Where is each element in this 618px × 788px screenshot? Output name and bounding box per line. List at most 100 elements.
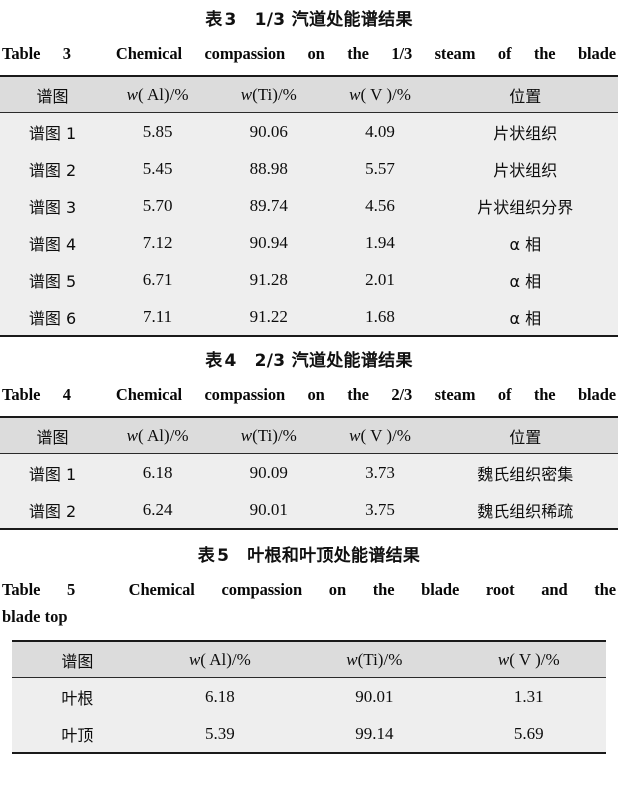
- cell-position: 片状组织分界: [432, 187, 618, 224]
- table-row: 谱图 1 6.18 90.09 3.73 魏氏组织密集: [0, 453, 618, 491]
- table-3-caption-cn-num: 3: [224, 10, 237, 30]
- cell-v: 5.57: [327, 150, 433, 187]
- table-5-caption-cn: 表 5 叶根和叶顶处能谱结果: [0, 542, 618, 570]
- table-5-body: 叶根 6.18 90.01 1.31 叶顶 5.39 99.14 5.69: [12, 677, 606, 754]
- spacer: [0, 630, 618, 640]
- table-3-col-ti: w(Ti)/%: [210, 75, 328, 113]
- cell-spectrum: 谱图 3: [0, 187, 106, 224]
- table-5-col-spectrum: 谱图: [12, 640, 143, 678]
- table-3-col-v: w( V )/%: [327, 75, 433, 113]
- cell-al: 7.11: [105, 298, 211, 337]
- cell-position: α 相: [432, 298, 618, 337]
- table-3-col-al: w( Al)/%: [105, 75, 211, 113]
- cell-position: α 相: [432, 224, 618, 261]
- table-4-header-row: 谱图 w( Al)/% w(Ti)/% w( V )/% 位置: [0, 416, 618, 454]
- table-4-col-spectrum: 谱图: [0, 416, 106, 454]
- table-row: 谱图 2 5.45 88.98 5.57 片状组织: [0, 150, 618, 187]
- cell-v: 2.01: [327, 261, 433, 298]
- cell-ti: 88.98: [210, 150, 328, 187]
- cell-location: 叶顶: [12, 715, 143, 754]
- table-4-col-ti: w(Ti)/%: [210, 416, 328, 454]
- table-5-col-al: w( Al)/%: [142, 640, 298, 678]
- cell-al: 7.12: [105, 224, 211, 261]
- table-3-col-position: 位置: [432, 75, 618, 113]
- table-3-caption-en-label: Table 3: [2, 44, 71, 63]
- table-3-caption-cn: 表 3 1/3 汽道处能谱结果: [0, 6, 618, 34]
- cell-v: 3.73: [327, 453, 433, 491]
- cell-position: 片状组织: [432, 112, 618, 150]
- table-4-col-position: 位置: [432, 416, 618, 454]
- cell-location: 叶根: [12, 677, 143, 715]
- cell-v: 1.94: [327, 224, 433, 261]
- cell-ti: 90.01: [210, 491, 328, 530]
- spacer: [0, 337, 618, 347]
- table-row: 谱图 5 6.71 91.28 2.01 α 相: [0, 261, 618, 298]
- cell-v: 4.09: [327, 112, 433, 150]
- table-row: 谱图 6 7.11 91.22 1.68 α 相: [0, 298, 618, 337]
- cell-spectrum: 谱图 1: [0, 453, 106, 491]
- table-4-caption-cn-prefix: 表: [205, 351, 223, 371]
- cell-position: 魏氏组织密集: [432, 453, 618, 491]
- table-row: 谱图 1 5.85 90.06 4.09 片状组织: [0, 112, 618, 150]
- table-5-caption-cn-text: 叶根和叶顶处能谱结果: [247, 546, 421, 566]
- table-4: 谱图 w( Al)/% w(Ti)/% w( V )/% 位置 谱图 1 6.1…: [0, 416, 618, 530]
- table-4-body: 谱图 1 6.18 90.09 3.73 魏氏组织密集 谱图 2 6.24 90…: [0, 453, 618, 530]
- cell-v: 3.75: [327, 491, 433, 530]
- table-row: 叶顶 5.39 99.14 5.69: [12, 715, 606, 754]
- table-3-caption-cn-text: 1/3 汽道处能谱结果: [254, 10, 413, 30]
- cell-ti: 90.09: [210, 453, 328, 491]
- table-5-wrapper: 谱图 w( Al)/% w(Ti)/% w( V )/% 叶根 6.18 90.…: [0, 640, 618, 754]
- table-5-caption-en-label: Table 5: [2, 580, 76, 599]
- cell-v: 1.31: [451, 677, 606, 715]
- cell-al: 6.18: [142, 677, 298, 715]
- cell-position: 片状组织: [432, 150, 618, 187]
- cell-al: 5.39: [142, 715, 298, 754]
- table-5-caption-en-line2: blade top: [2, 607, 68, 626]
- table-5-header-row: 谱图 w( Al)/% w(Ti)/% w( V )/%: [12, 640, 606, 678]
- table-5-col-v: w( V )/%: [451, 640, 606, 678]
- table-4-caption-cn-text: 2/3 汽道处能谱结果: [254, 351, 413, 371]
- spacer: [0, 67, 618, 75]
- table-5-caption-cn-num: 5: [217, 546, 230, 566]
- cell-ti: 91.28: [210, 261, 328, 298]
- table-row: 谱图 2 6.24 90.01 3.75 魏氏组织稀疏: [0, 491, 618, 530]
- cell-ti: 99.14: [297, 715, 452, 754]
- table-3-caption-cn-prefix: 表: [205, 10, 223, 30]
- cell-v: 5.69: [451, 715, 606, 754]
- table-3: 谱图 w( Al)/% w(Ti)/% w( V )/% 位置 谱图 1 5.8…: [0, 75, 618, 337]
- cell-ti: 89.74: [210, 187, 328, 224]
- cell-v: 1.68: [327, 298, 433, 337]
- cell-spectrum: 谱图 4: [0, 224, 106, 261]
- cell-v: 4.56: [327, 187, 433, 224]
- table-4-caption-en-label: Table 4: [2, 385, 71, 404]
- table-3-header-row: 谱图 w( Al)/% w(Ti)/% w( V )/% 位置: [0, 75, 618, 113]
- table-4-caption-en-text: Chemical compassion on the 2/3 steam of …: [115, 385, 616, 404]
- cell-al: 5.45: [105, 150, 211, 187]
- cell-position: α 相: [432, 261, 618, 298]
- cell-al: 6.24: [105, 491, 211, 530]
- cell-al: 5.85: [105, 112, 211, 150]
- cell-ti: 91.22: [210, 298, 328, 337]
- table-3-caption-en-text: Chemical compassion on the 1/3 steam of …: [115, 44, 616, 63]
- table-4-col-v: w( V )/%: [327, 416, 433, 454]
- cell-spectrum: 谱图 2: [0, 491, 106, 530]
- cell-ti: 90.94: [210, 224, 328, 261]
- spacer: [0, 530, 618, 542]
- table-4-col-al: w( Al)/%: [105, 416, 211, 454]
- table-5-caption-cn-prefix: 表: [197, 546, 216, 566]
- table-row: 谱图 3 5.70 89.74 4.56 片状组织分界: [0, 187, 618, 224]
- table-5: 谱图 w( Al)/% w(Ti)/% w( V )/% 叶根 6.18 90.…: [12, 640, 606, 754]
- table-row: 谱图 4 7.12 90.94 1.94 α 相: [0, 224, 618, 261]
- cell-ti: 90.01: [297, 677, 452, 715]
- table-5-caption-en-text: Chemical compassion on the blade root an…: [128, 580, 616, 599]
- cell-spectrum: 谱图 6: [0, 298, 106, 337]
- table-4-caption-cn: 表 4 2/3 汽道处能谱结果: [0, 347, 618, 375]
- table-4-caption-en: Table 4 Chemical compassion on the 2/3 s…: [0, 381, 618, 408]
- cell-al: 6.18: [105, 453, 211, 491]
- table-4-caption-cn-num: 4: [224, 351, 237, 371]
- cell-position: 魏氏组织稀疏: [432, 491, 618, 530]
- table-row: 叶根 6.18 90.01 1.31: [12, 677, 606, 715]
- table-3-caption-en: Table 3 Chemical compassion on the 1/3 s…: [0, 40, 618, 67]
- cell-spectrum: 谱图 5: [0, 261, 106, 298]
